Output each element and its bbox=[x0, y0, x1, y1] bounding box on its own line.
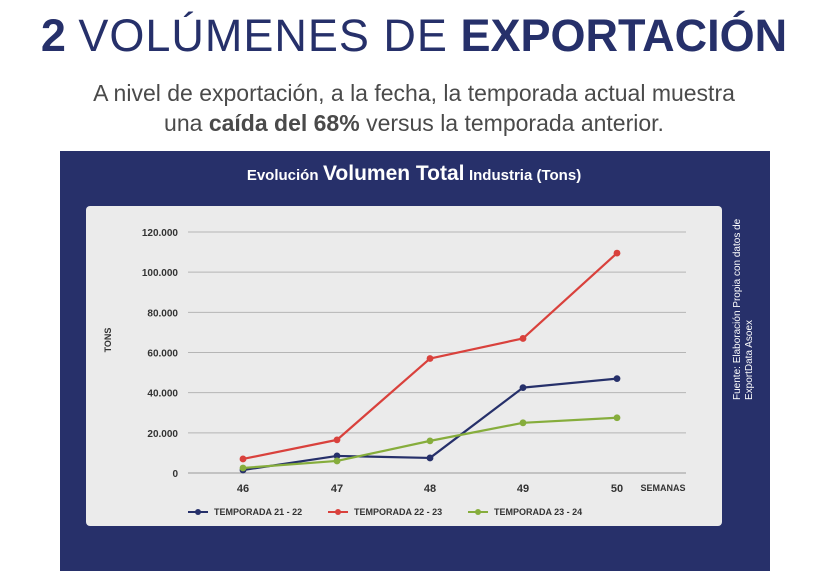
legend-label: TEMPORADA 21 - 22 bbox=[214, 507, 302, 517]
data-point bbox=[333, 457, 341, 465]
data-point bbox=[333, 452, 341, 460]
subtitle-line-2: una caída del 68% versus la temporada an… bbox=[0, 108, 828, 138]
y-tick-label: 0 bbox=[172, 469, 178, 480]
data-point bbox=[519, 335, 527, 342]
chart-title: Evolución Volumen Total Industria (Tons) bbox=[0, 160, 828, 190]
legend-label: TEMPORADA 23 - 24 bbox=[494, 507, 582, 517]
chart-title-part1: Evolución bbox=[246, 167, 319, 184]
data-point bbox=[239, 455, 247, 463]
data-point bbox=[613, 414, 621, 422]
y-tick-label: 40.000 bbox=[147, 389, 178, 400]
y-tick-label: 80.000 bbox=[147, 308, 178, 319]
legend-label: TEMPORADA 22 - 23 bbox=[354, 507, 442, 517]
subtitle: A nivel de exportación, a la fecha, la t… bbox=[0, 78, 828, 138]
y-tick-label: 20.000 bbox=[147, 429, 178, 440]
data-point bbox=[613, 375, 621, 383]
y-tick-label: 120.000 bbox=[142, 228, 179, 239]
y-tick-label: 60.000 bbox=[147, 349, 178, 360]
x-tick-label: 48 bbox=[424, 483, 436, 495]
y-tick-label: 100.000 bbox=[142, 268, 179, 279]
y-axis-label: TONS bbox=[103, 328, 113, 353]
x-tick-label: 47 bbox=[331, 483, 343, 495]
x-tick-label: 50 bbox=[611, 483, 623, 495]
legend-swatch-marker bbox=[335, 509, 341, 515]
chart-title-part3: Industria (Tons) bbox=[468, 167, 582, 184]
headline-light: VOLÚMENES DE bbox=[78, 10, 448, 61]
headline-bold: EXPORTACIÓN bbox=[460, 10, 788, 61]
data-point bbox=[426, 437, 434, 445]
data-point bbox=[239, 464, 247, 472]
data-point bbox=[426, 355, 434, 362]
x-axis-label: SEMANAS bbox=[640, 483, 685, 493]
x-tick-label: 49 bbox=[517, 483, 529, 495]
subtitle-post: versus la temporada anterior. bbox=[366, 110, 664, 136]
chart-title-part2: Volumen Total bbox=[322, 162, 465, 185]
data-point bbox=[333, 436, 341, 444]
legend-swatch-marker bbox=[475, 509, 481, 515]
legend-swatch-marker bbox=[195, 509, 201, 515]
data-point bbox=[613, 249, 621, 257]
data-point bbox=[519, 419, 527, 427]
x-tick-label: 46 bbox=[237, 483, 249, 495]
data-point bbox=[519, 384, 527, 392]
section-number: 2 bbox=[40, 10, 66, 61]
headline: 2 VOLÚMENES DE EXPORTACIÓN bbox=[0, 6, 828, 66]
subtitle-emphasis: caída del 68% bbox=[208, 110, 360, 136]
subtitle-line-1: A nivel de exportación, a la fecha, la t… bbox=[93, 80, 735, 106]
data-point bbox=[426, 454, 434, 462]
subtitle-pre: una bbox=[164, 110, 203, 136]
